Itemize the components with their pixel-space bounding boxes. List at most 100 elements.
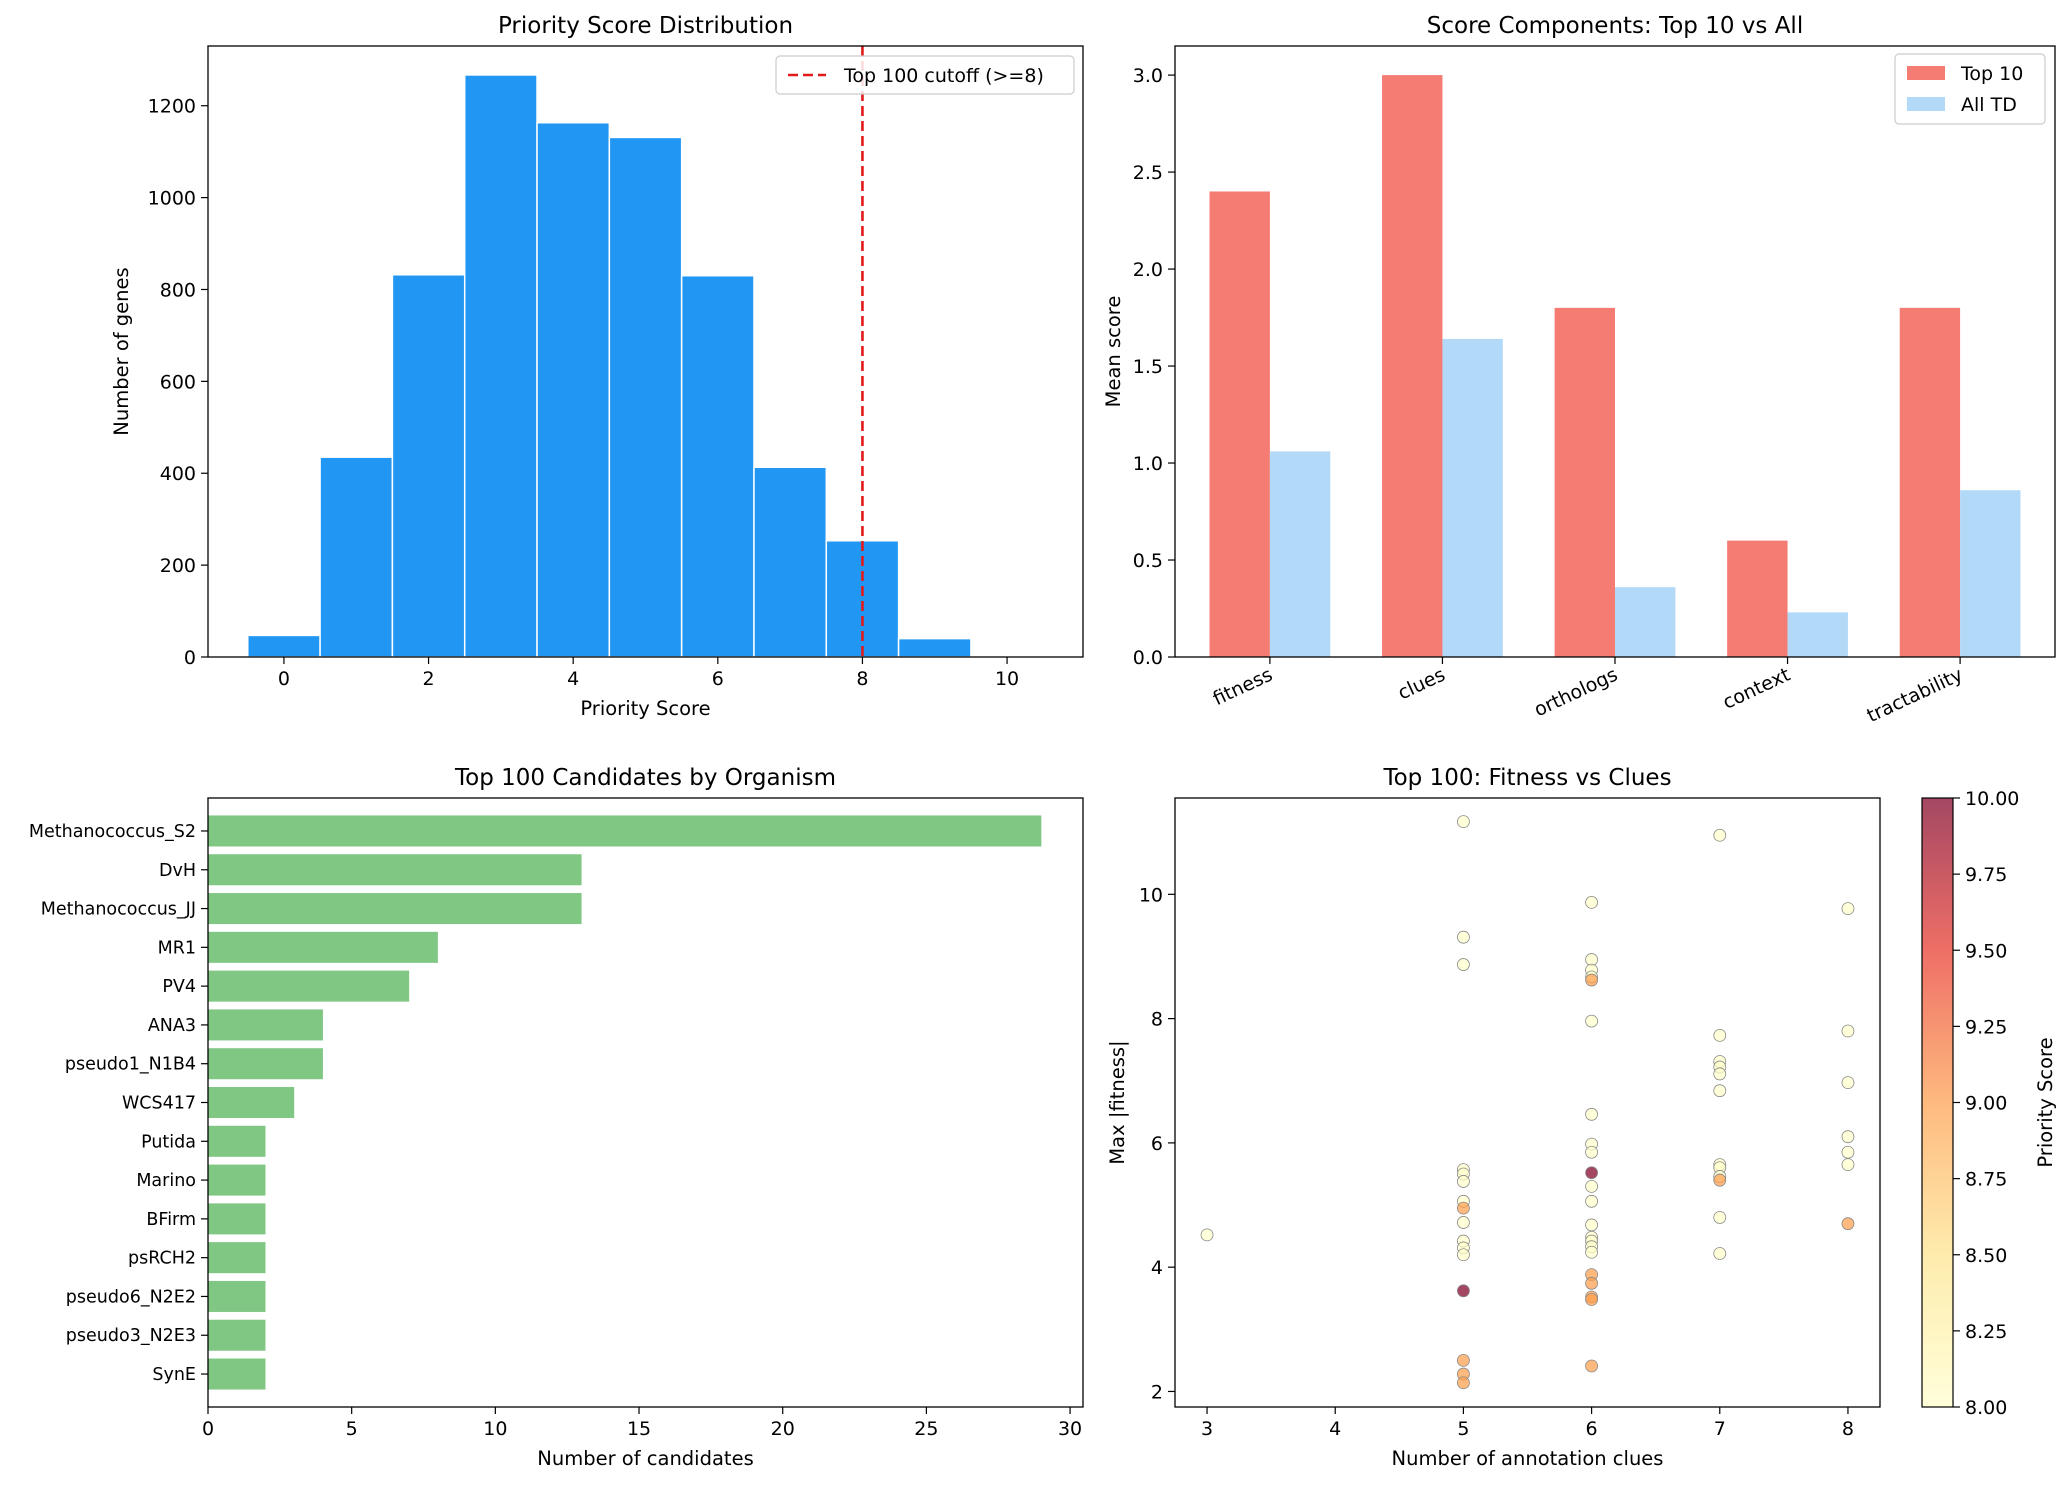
organism-bar <box>208 1125 266 1157</box>
y-tick-label: 1000 <box>148 188 196 210</box>
x-tick-label: 5 <box>1457 1418 1469 1440</box>
scatter-point <box>1713 1067 1727 1081</box>
organism-bar <box>208 1242 266 1274</box>
y-tick-label: Marino <box>136 1171 196 1191</box>
x-tick-label: 5 <box>346 1418 358 1440</box>
histogram-bar <box>463 74 538 658</box>
y-tick-label: 1.0 <box>1133 453 1163 475</box>
histogram-bar <box>608 136 683 658</box>
x-tick-label: 0 <box>202 1418 214 1440</box>
scatter-point <box>1585 1359 1598 1373</box>
scatter-point <box>1457 1175 1470 1188</box>
x-tick-label: 30 <box>1058 1418 1082 1440</box>
organism-bar <box>208 1203 266 1235</box>
histogram-bar <box>753 466 828 658</box>
x-tick-label: orthologs <box>1531 664 1621 722</box>
y-tick-label: 2.0 <box>1133 259 1163 281</box>
chart-title: Score Components: Top 10 vs All <box>1427 13 1803 39</box>
x-axis-label: Number of annotation clues <box>1392 1447 1664 1470</box>
organism-bar <box>208 1048 323 1080</box>
organism-bar <box>208 1319 266 1351</box>
x-tick-label: 6 <box>1586 1418 1598 1440</box>
y-tick-label: ANA3 <box>148 1016 196 1036</box>
histogram-bar <box>680 274 755 658</box>
x-tick-label: 8 <box>856 668 868 690</box>
x-tick-label: 10 <box>483 1418 507 1440</box>
scatter-point <box>1457 1201 1470 1215</box>
scatter-point <box>1457 1284 1470 1298</box>
y-tick-label: BFirm <box>146 1210 196 1230</box>
organism-bar <box>208 815 1042 847</box>
y-tick-label: pseudo1_N1B4 <box>65 1055 196 1075</box>
scatter-point <box>1585 1245 1598 1259</box>
bar-top10 <box>1727 540 1788 657</box>
histogram-bar <box>247 634 321 658</box>
y-tick-label: psRCH2 <box>128 1249 196 1269</box>
y-tick-label: DvH <box>159 861 196 881</box>
histogram-bar <box>897 637 972 658</box>
colorbar-tick-label: 9.00 <box>1965 1093 2007 1115</box>
x-tick-label: 25 <box>914 1418 938 1440</box>
bar-all-td <box>1269 451 1331 657</box>
x-tick-label: 10 <box>995 668 1019 690</box>
colorbar-tick-label: 8.75 <box>1965 1169 2007 1191</box>
histogram-bar <box>536 121 611 658</box>
y-tick-label: 4 <box>1151 1257 1163 1279</box>
bar-top10 <box>1554 307 1615 657</box>
scatter-point <box>1457 1216 1470 1229</box>
organism-bar <box>208 893 582 925</box>
colorbar-tick-label: 8.25 <box>1965 1321 2007 1343</box>
organism-bar <box>208 1358 266 1390</box>
y-tick-label: 6 <box>1151 1133 1163 1155</box>
legend-swatch <box>1907 97 1945 111</box>
bar-top10 <box>1209 191 1270 657</box>
scatter-point <box>1841 902 1855 916</box>
x-tick-label: 4 <box>567 668 579 690</box>
colorbar-tick-label: 9.75 <box>1965 864 2007 886</box>
y-tick-label: 0 <box>184 647 196 669</box>
scatter-point <box>1585 1218 1598 1232</box>
organism-bar <box>208 931 438 963</box>
bar-all-td <box>1960 490 2021 657</box>
y-axis-label: Number of genes <box>110 267 133 435</box>
histogram-bar <box>391 274 466 658</box>
x-tick-label: context <box>1719 664 1793 714</box>
y-tick-label: SynE <box>152 1365 196 1385</box>
legend-cutoff-label: Top 100 cutoff (>=8) <box>843 65 1044 87</box>
scatter-point <box>1457 1376 1470 1390</box>
y-tick-label: 0.0 <box>1133 647 1163 669</box>
y-tick-label: Putida <box>141 1132 196 1152</box>
scatter-point <box>1585 973 1598 987</box>
y-tick-label: 400 <box>160 463 196 485</box>
legend-swatch <box>1907 66 1945 80</box>
y-tick-label: 0.5 <box>1133 550 1163 572</box>
scatter-point <box>1713 1028 1727 1042</box>
y-tick-label: 3.0 <box>1133 65 1163 87</box>
y-tick-label: 8 <box>1151 1009 1163 1031</box>
legend-label: All TD <box>1961 94 2017 116</box>
y-tick-label: 10 <box>1139 884 1163 906</box>
y-axis-label: Mean score <box>1102 296 1125 408</box>
colorbar <box>1921 797 1954 1408</box>
y-tick-label: 2 <box>1151 1381 1163 1403</box>
colorbar-tick-label: 8.50 <box>1965 1245 2007 1267</box>
scatter-point <box>1585 1014 1598 1028</box>
x-axis-label: Priority Score <box>580 697 710 720</box>
x-tick-label: 15 <box>627 1418 651 1440</box>
scatter-point <box>1585 1194 1598 1208</box>
scatter-point <box>1585 1166 1598 1180</box>
y-tick-label: MR1 <box>158 938 196 958</box>
histogram-bar <box>319 456 394 658</box>
y-tick-label: 1200 <box>148 96 196 118</box>
scatter-point <box>1457 1353 1470 1367</box>
x-tick-label: 2 <box>423 668 435 690</box>
bar-all-td <box>1615 587 1676 657</box>
organism-bar <box>208 854 582 886</box>
x-tick-label: 3 <box>1201 1418 1213 1440</box>
x-tick-label: 20 <box>771 1418 795 1440</box>
scatter-point <box>1585 1293 1598 1306</box>
scatter-point <box>1841 1076 1855 1090</box>
organism-bar <box>208 1086 295 1119</box>
x-tick-label: 6 <box>712 668 724 690</box>
